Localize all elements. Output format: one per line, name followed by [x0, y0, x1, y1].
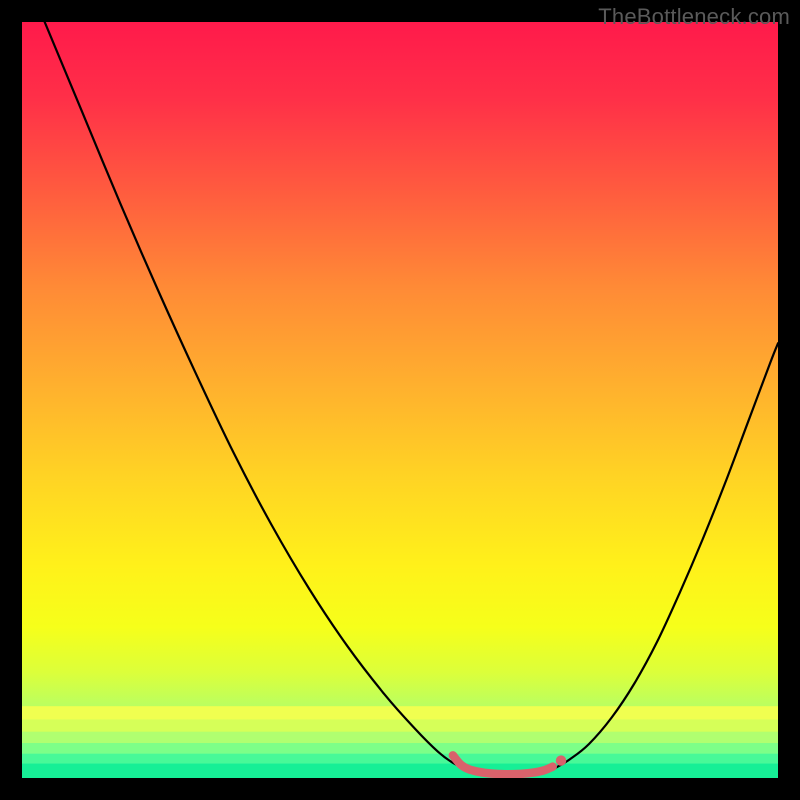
watermark-text: TheBottleneck.com [598, 4, 790, 30]
plot-container [22, 22, 778, 778]
quantized-bands [22, 706, 778, 778]
gradient-band [22, 743, 778, 754]
segment-end-marker [556, 755, 566, 765]
gradient-band [22, 754, 778, 764]
gradient-band [22, 764, 778, 778]
gradient-band [22, 732, 778, 743]
gradient-background [22, 22, 778, 778]
gradient-band [22, 720, 778, 732]
chart-svg [22, 22, 778, 778]
